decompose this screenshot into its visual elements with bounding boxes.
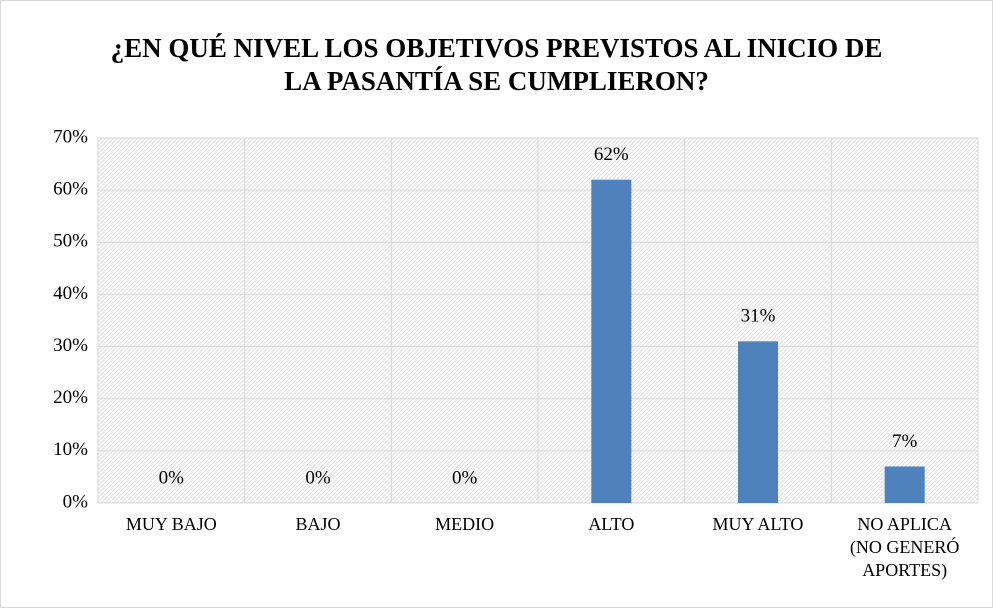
x-tick-label: NO APLICA (NO GENERÓ APORTES) xyxy=(849,514,960,580)
x-tick-label: ALTO xyxy=(588,514,635,534)
x-tick-label: MEDIO xyxy=(435,514,495,534)
data-label: 0% xyxy=(452,467,478,488)
y-tick-label: 20% xyxy=(53,387,88,408)
data-label: 31% xyxy=(741,306,776,327)
y-tick-label: 0% xyxy=(63,491,89,512)
data-label: 7% xyxy=(892,431,918,452)
y-tick-label: 50% xyxy=(53,231,88,252)
y-tick-label: 40% xyxy=(53,283,88,304)
chart-title: ¿EN QUÉ NIVEL LOS OBJETIVOS PREVISTOS AL… xyxy=(110,33,883,96)
bar xyxy=(884,466,925,503)
data-label: 0% xyxy=(159,467,185,488)
bar xyxy=(738,341,778,503)
bar xyxy=(591,179,632,503)
x-tick-label: BAJO xyxy=(295,514,341,534)
x-tick-label: MUY BAJO xyxy=(125,514,217,534)
x-tick-label: MUY ALTO xyxy=(712,514,804,534)
y-tick-label: 30% xyxy=(53,335,88,356)
y-tick-label: 10% xyxy=(53,439,88,460)
data-label: 0% xyxy=(305,467,331,488)
y-tick-label: 70% xyxy=(53,126,88,147)
data-label: 62% xyxy=(594,144,629,165)
y-tick-label: 60% xyxy=(53,179,88,200)
